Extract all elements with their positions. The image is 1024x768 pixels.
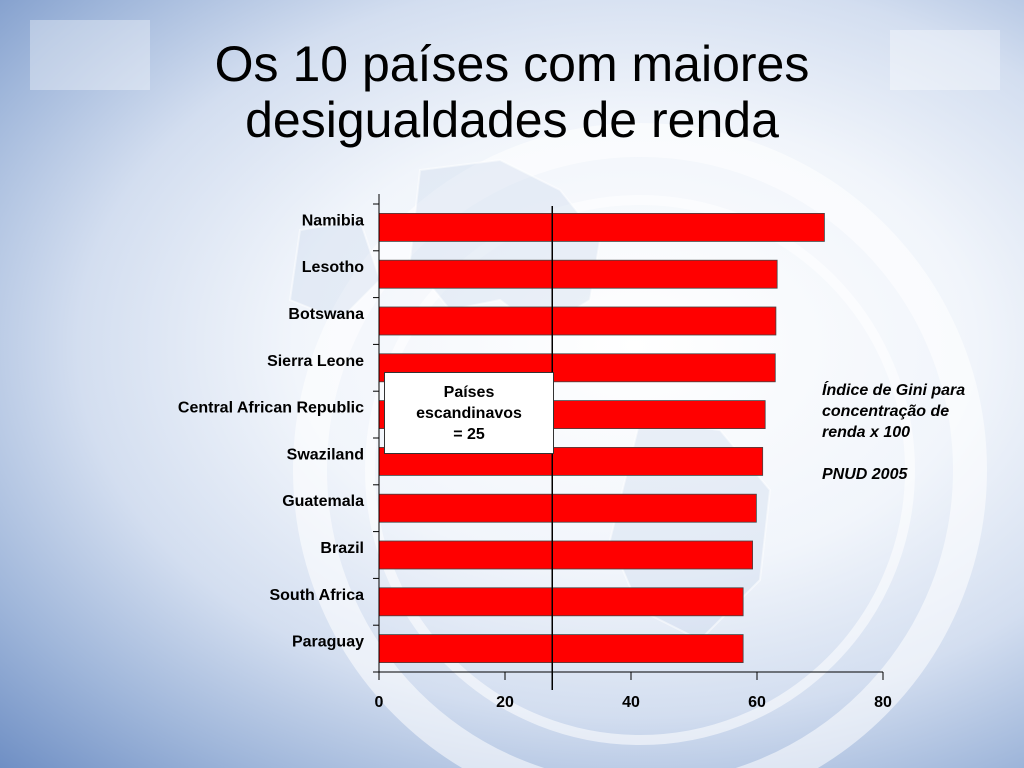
x-tick-label: 0 <box>375 694 384 711</box>
x-tick-label: 40 <box>622 694 640 711</box>
bar-lesotho <box>378 259 778 289</box>
bar-botswana <box>378 306 777 336</box>
category-label: Namibia <box>302 212 364 229</box>
note-line-2: concentração de <box>822 403 950 420</box>
category-label: Botswana <box>288 306 364 323</box>
category-label: Central African Republic <box>178 400 364 417</box>
category-label: South Africa <box>269 587 364 604</box>
bar-brazil <box>378 540 753 570</box>
bar-south-africa <box>378 587 744 617</box>
x-tick-label: 20 <box>496 694 514 711</box>
category-label: Sierra Leone <box>267 353 364 370</box>
category-label: Brazil <box>320 540 364 557</box>
title-line-1: Os 10 países com maiores <box>214 36 810 92</box>
x-tick-label: 60 <box>748 694 766 711</box>
category-label: Lesotho <box>302 259 364 276</box>
slide-title: Os 10 países com maiores desigualdades d… <box>0 36 1024 148</box>
bar-guatemala <box>378 493 757 523</box>
bar-namibia <box>378 212 825 242</box>
scandinavian-callout: Países escandinavos = 25 <box>384 372 554 454</box>
note-source: PNUD 2005 <box>822 466 908 483</box>
note-line-1: Índice de Gini para <box>822 382 966 399</box>
title-line-2: desigualdades de renda <box>245 92 779 148</box>
note-line-3: renda x 100 <box>822 424 911 441</box>
callout-line-2: escandinavos <box>416 404 522 422</box>
gini-note: Índice de Gini para concentração de rend… <box>822 380 1012 485</box>
x-tick-label: 80 <box>874 694 892 711</box>
callout-line-3: = 25 <box>453 425 485 443</box>
category-label: Guatemala <box>282 493 364 510</box>
category-label: Paraguay <box>292 634 364 651</box>
bar-paraguay <box>378 634 744 663</box>
callout-line-1: Países <box>443 383 495 401</box>
category-label: Swaziland <box>287 446 364 463</box>
